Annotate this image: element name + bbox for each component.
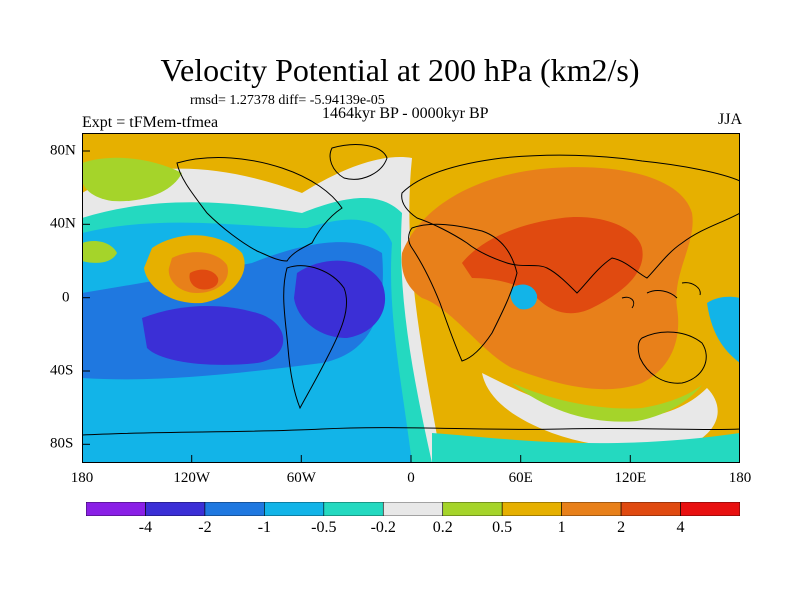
colorbar-label: 0.5 xyxy=(492,519,513,536)
axis-ticks xyxy=(82,150,740,463)
antarctica-outline xyxy=(82,427,740,436)
colorbar-label: 4 xyxy=(676,519,685,536)
field-green-nw xyxy=(82,241,117,263)
season-label: JJA xyxy=(717,111,742,128)
colorbar-box xyxy=(204,502,265,516)
y-tick-label: 80S xyxy=(50,435,74,452)
x-tick-label: 60W xyxy=(286,470,316,486)
field-red-pocket xyxy=(189,269,219,290)
colorbar-box xyxy=(442,502,503,516)
y-tick-label: 40S xyxy=(50,362,74,379)
colorbar-box xyxy=(86,502,146,516)
colorbar-box xyxy=(382,502,444,516)
y-tick-label: 80N xyxy=(50,142,76,159)
colorbar xyxy=(86,502,740,516)
map-title: Velocity Potential at 200 hPa (km2/s) xyxy=(160,52,640,88)
field-lightblue-east-edge xyxy=(707,296,740,363)
colorbar-box xyxy=(680,502,740,516)
x-tick-label: 120E xyxy=(614,470,647,486)
field-darkblue-atlantic xyxy=(294,260,386,338)
continent-outlines xyxy=(82,144,740,436)
colorbar-box xyxy=(264,502,325,516)
period-line: 1464kyr BP - 0000kyr BP xyxy=(322,105,489,122)
y-tick-label: 0 xyxy=(62,289,70,306)
field-cyan-south xyxy=(432,433,740,463)
colorbar-label: -2 xyxy=(198,519,212,536)
x-tick-label: 60E xyxy=(508,470,533,486)
colorbar-label: -0.5 xyxy=(311,519,337,536)
x-tick-label: 120W xyxy=(173,470,211,486)
maritime-islands-outline xyxy=(621,282,701,309)
north-america-outline xyxy=(176,157,343,262)
field-lightblue-east xyxy=(510,284,538,310)
colorbar-box xyxy=(561,502,622,516)
field-redorange-core xyxy=(462,217,643,314)
experiment-line: Expt = tFMem-tfmea xyxy=(82,114,219,131)
colorbar-label: 0.2 xyxy=(432,519,453,536)
x-tick-label: 180 xyxy=(70,470,94,486)
field-darkblue-west xyxy=(142,306,284,365)
colorbar-box xyxy=(323,502,384,516)
colorbar-label: 2 xyxy=(617,519,626,536)
field-green-north xyxy=(82,157,182,202)
velocity-potential-map xyxy=(82,133,740,463)
colorbar-label: -0.2 xyxy=(370,519,396,536)
field-green-south xyxy=(512,383,702,422)
colorbar-box xyxy=(501,502,562,516)
africa-outline xyxy=(408,223,518,362)
greenland-outline xyxy=(329,144,388,180)
colorbar-label: 1 xyxy=(557,519,566,536)
y-tick-label: 40N xyxy=(50,215,76,232)
australia-outline xyxy=(637,331,707,384)
eurasia-outline xyxy=(401,154,740,294)
colorbar-box xyxy=(145,502,206,516)
colorbar-label: -1 xyxy=(257,519,272,536)
colorbar-label: -4 xyxy=(138,519,153,536)
x-tick-label: 0 xyxy=(407,470,415,486)
south-america-outline xyxy=(283,265,348,410)
colorbar-box xyxy=(620,502,681,516)
x-tick-label: 180 xyxy=(728,470,752,486)
stats-line: rmsd= 1.27378 diff= -5.94139e-05 xyxy=(190,93,385,108)
